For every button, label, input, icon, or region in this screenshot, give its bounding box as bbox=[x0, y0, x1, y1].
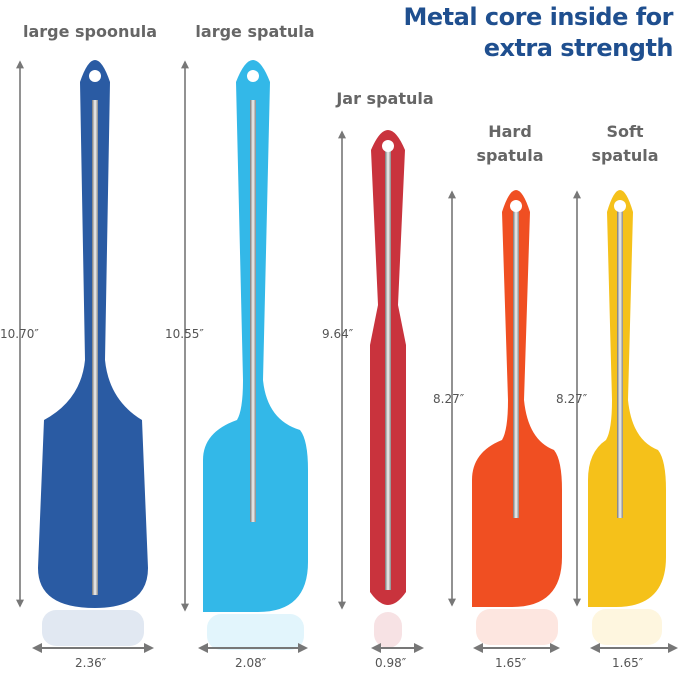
label-large-spoonula: large spoonula bbox=[22, 22, 158, 41]
label-jar-spatula: Jar spatula bbox=[336, 89, 434, 108]
width-large-spatula: 2.08″ bbox=[235, 656, 267, 670]
reflection-3 bbox=[476, 609, 558, 645]
label-hard-line-2: spatula bbox=[476, 146, 544, 165]
headline-line-1: Metal core inside for bbox=[403, 3, 674, 31]
spatula-body-4 bbox=[588, 190, 666, 607]
length-spoonula: 10.70″ bbox=[0, 327, 39, 341]
length-large-spatula: 10.55″ bbox=[165, 327, 204, 341]
metal-core-3 bbox=[513, 208, 519, 518]
reflection-4 bbox=[592, 609, 662, 645]
metal-core-0 bbox=[92, 100, 98, 595]
width-jar-spatula: 0.98″ bbox=[375, 656, 407, 670]
length-jar-spatula: 9.64″ bbox=[322, 327, 354, 341]
hang-hole-4 bbox=[614, 200, 626, 212]
width-hard-spatula: 1.65″ bbox=[495, 656, 527, 670]
headline: Metal core inside for extra strength bbox=[404, 2, 674, 64]
length-soft-spatula: 8.27″ bbox=[556, 392, 588, 406]
metal-core-2 bbox=[385, 150, 391, 590]
label-hard-line-1: Hard bbox=[488, 122, 532, 141]
label-soft-line-1: Soft bbox=[606, 122, 644, 141]
label-large-spatula: large spatula bbox=[195, 22, 315, 41]
length-hard-spatula: 8.27″ bbox=[433, 392, 465, 406]
hang-hole-0 bbox=[89, 70, 101, 82]
metal-core-4 bbox=[617, 208, 623, 518]
reflection-0 bbox=[42, 610, 144, 646]
hang-hole-2 bbox=[382, 140, 394, 152]
hang-hole-3 bbox=[510, 200, 522, 212]
label-hard-spatula: Hard spatula bbox=[470, 120, 550, 168]
label-soft-line-2: spatula bbox=[591, 146, 659, 165]
label-soft-spatula: Soft spatula bbox=[585, 120, 665, 168]
width-soft-spatula: 1.65″ bbox=[612, 656, 644, 670]
headline-line-2: extra strength bbox=[483, 34, 674, 62]
width-spoonula: 2.36″ bbox=[75, 656, 107, 670]
reflection-2 bbox=[374, 612, 402, 648]
reflection-1 bbox=[207, 614, 304, 650]
metal-core-1 bbox=[250, 100, 256, 522]
hang-hole-1 bbox=[247, 70, 259, 82]
